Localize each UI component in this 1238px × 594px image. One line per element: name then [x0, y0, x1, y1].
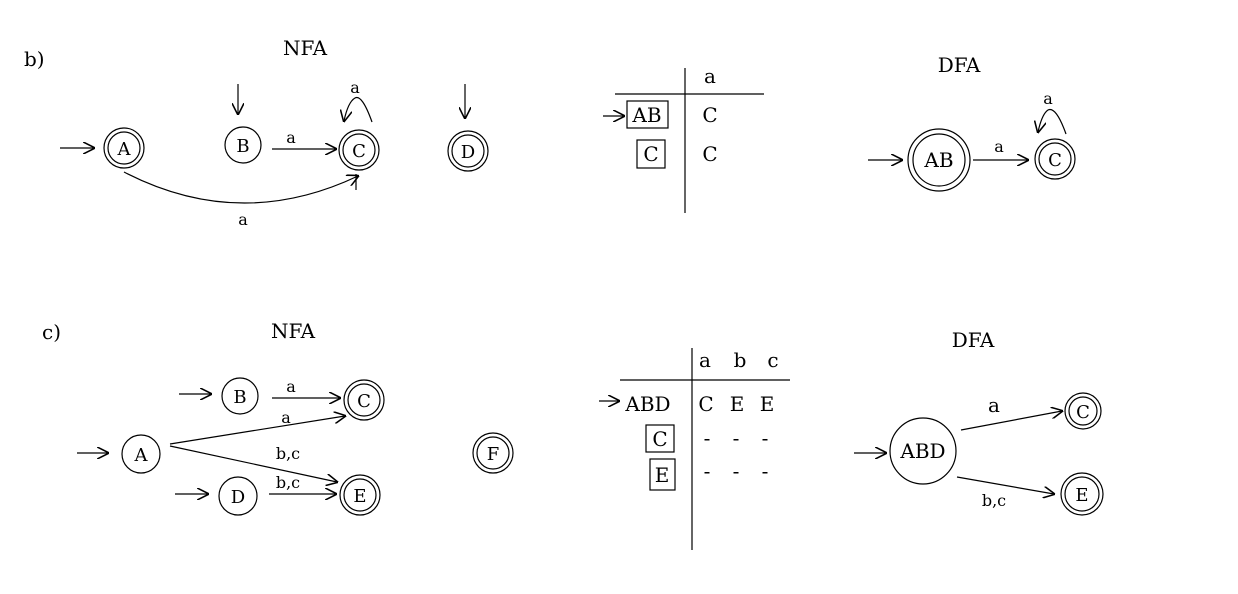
dfa-b-state-ab: AB	[907, 128, 971, 192]
nfa-b-state-b-label: B	[236, 136, 249, 157]
dfa-b-edge-ab-to-c-label: a	[994, 137, 1004, 156]
table-c-row-state: ABD	[624, 392, 670, 416]
part-c-dfa-title: DFA	[952, 328, 995, 352]
nfa-c-state-c-label: C	[357, 391, 371, 412]
edge-b-to-c-label: a	[286, 377, 296, 396]
table-c-header: b	[734, 348, 747, 372]
table-c-cell: -	[733, 426, 740, 450]
table-b-final-box-ab	[626, 100, 669, 129]
nfa-b-state-a: A	[103, 127, 145, 169]
table-b-cell: C	[702, 103, 717, 127]
nfa-c-state-c: C	[343, 379, 385, 421]
part-c-table: a b c ABD C E E C - - - E - - -	[599, 348, 790, 550]
dfa-b-state-c-label: C	[1048, 150, 1062, 171]
table-b-row-state: C	[643, 142, 658, 166]
edge-a-to-c	[123, 171, 358, 204]
table-c-final-box-e	[649, 458, 676, 491]
nfa-b-state-a-label: A	[117, 139, 132, 160]
table-c-cell: -	[704, 459, 711, 483]
table-c-header: c	[767, 348, 778, 372]
part-b-table: a AB C C C	[603, 64, 764, 213]
edge-a-to-e-label: b,c	[276, 444, 300, 463]
part-c-label: c)	[42, 320, 61, 344]
nfa-c-state-d: D	[218, 476, 258, 516]
part-c: c) NFA B a C A a b,c	[42, 319, 1104, 550]
edge-d-to-e-label: b,c	[276, 473, 300, 492]
dfa-b-state-ab-label: AB	[923, 148, 953, 172]
part-b-nfa: NFA A B a C a a	[60, 36, 489, 229]
nfa-c-state-e-label: E	[353, 486, 366, 507]
nfa-c-state-b: B	[221, 377, 259, 415]
table-c-header: a	[699, 348, 711, 372]
dfa-c-state-abd-label: ABD	[899, 439, 945, 463]
part-b-dfa-title: DFA	[938, 53, 981, 77]
edge-a-to-e	[169, 445, 337, 482]
nfa-c-state-d-label: D	[231, 487, 245, 508]
nfa-b-state-d: D	[447, 130, 489, 172]
edge-b-to-c-label: a	[286, 128, 296, 147]
part-c-nfa-title: NFA	[271, 319, 316, 343]
nfa-c-state-f-label: F	[487, 444, 500, 465]
table-c-row-state: C	[652, 427, 667, 451]
table-c-cell: -	[762, 459, 769, 483]
dfa-b-loop-c-label: a	[1043, 89, 1053, 108]
table-b-final-box-c	[636, 139, 666, 169]
nfa-b-state-b: B	[224, 126, 262, 164]
nfa-c-state-b-label: B	[233, 387, 246, 408]
part-b: b) NFA A B a C a	[24, 36, 1076, 229]
dfa-c-edge-abd-to-c	[960, 411, 1062, 431]
dfa-c-edge-abd-to-c-label: a	[988, 393, 1000, 417]
dfa-c-state-c: C	[1064, 392, 1102, 430]
part-c-nfa: NFA B a C A a b,c	[77, 319, 514, 516]
edge-a-to-c	[169, 416, 345, 445]
dfa-c-state-e: E	[1060, 472, 1104, 516]
table-c-cell: E	[730, 392, 745, 416]
nfa-c-state-f: F	[472, 432, 514, 474]
dfa-b-state-c: C	[1034, 138, 1076, 180]
edge-a-to-c-label: a	[238, 210, 248, 229]
table-b-row-state: AB	[631, 103, 661, 127]
table-c-final-box-c	[645, 424, 675, 453]
dfa-b-loop-c	[1038, 108, 1067, 135]
table-c-cell: C	[698, 392, 713, 416]
part-b-nfa-title: NFA	[283, 36, 328, 60]
table-c-cell: -	[733, 459, 740, 483]
nfa-b-state-c: C	[338, 129, 380, 171]
table-c-cell: E	[760, 392, 775, 416]
loop-c-label: a	[350, 78, 360, 97]
table-c-cell: -	[762, 426, 769, 450]
table-b-header-a: a	[704, 64, 716, 88]
dfa-c-edge-abd-to-e	[956, 476, 1054, 494]
loop-c	[344, 96, 373, 123]
nfa-c-state-a: A	[121, 434, 161, 474]
part-b-dfa: DFA AB a C a	[868, 53, 1076, 192]
nfa-b-state-d-label: D	[461, 142, 475, 163]
table-c-row-state: E	[655, 463, 670, 487]
dfa-c-state-abd: ABD	[889, 417, 957, 485]
table-b-cell: C	[702, 142, 717, 166]
part-b-label: b)	[24, 47, 45, 71]
nfa-b-state-c-label: C	[352, 141, 366, 162]
part-c-dfa: DFA ABD a b,c C E	[854, 328, 1104, 516]
edge-a-to-c-label: a	[281, 408, 291, 427]
dfa-c-state-c-label: C	[1076, 402, 1090, 423]
table-c-cell: -	[704, 426, 711, 450]
dfa-c-state-e-label: E	[1075, 485, 1088, 506]
nfa-c-state-e: E	[339, 474, 381, 516]
nfa-c-state-a-label: A	[134, 445, 149, 466]
dfa-c-edge-abd-to-e-label: b,c	[982, 491, 1006, 510]
